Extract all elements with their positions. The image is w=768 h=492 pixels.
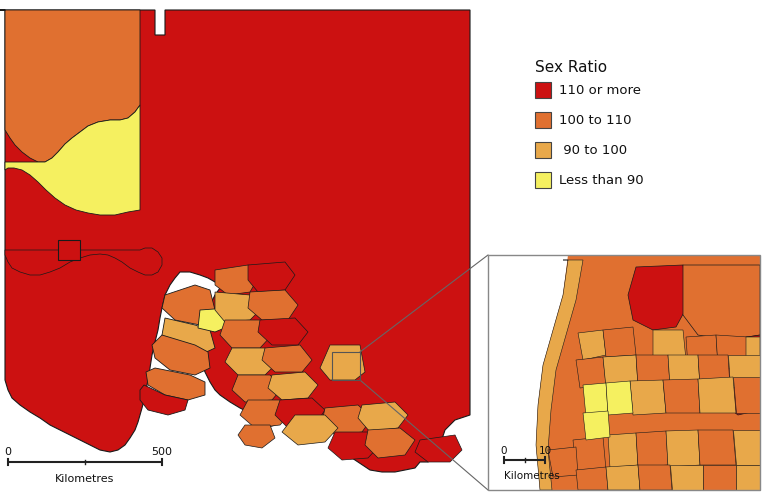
Polygon shape xyxy=(215,292,262,322)
Polygon shape xyxy=(603,327,636,357)
Polygon shape xyxy=(716,335,760,415)
Polygon shape xyxy=(240,400,292,428)
Polygon shape xyxy=(58,240,80,260)
Polygon shape xyxy=(628,265,688,330)
Polygon shape xyxy=(583,411,610,440)
Polygon shape xyxy=(365,428,415,458)
Polygon shape xyxy=(198,308,232,332)
Polygon shape xyxy=(0,10,470,472)
Polygon shape xyxy=(716,335,748,370)
Polygon shape xyxy=(5,105,140,215)
Text: Less than 90: Less than 90 xyxy=(559,174,644,186)
Polygon shape xyxy=(262,345,312,372)
Polygon shape xyxy=(536,260,583,490)
Polygon shape xyxy=(225,348,278,375)
Polygon shape xyxy=(698,377,736,413)
Text: Sex Ratio: Sex Ratio xyxy=(535,60,607,75)
Polygon shape xyxy=(152,335,210,375)
Polygon shape xyxy=(238,425,275,448)
Polygon shape xyxy=(162,285,215,325)
Polygon shape xyxy=(606,465,640,490)
Polygon shape xyxy=(5,248,162,275)
Polygon shape xyxy=(728,355,760,387)
Text: 0: 0 xyxy=(5,447,12,457)
Polygon shape xyxy=(320,345,365,380)
Polygon shape xyxy=(268,372,318,400)
Polygon shape xyxy=(573,437,606,473)
Polygon shape xyxy=(630,380,666,415)
Polygon shape xyxy=(488,255,568,490)
Bar xyxy=(535,172,551,188)
Text: 10: 10 xyxy=(538,446,551,456)
Polygon shape xyxy=(636,355,670,387)
Polygon shape xyxy=(415,435,462,462)
Polygon shape xyxy=(670,465,703,490)
Polygon shape xyxy=(733,430,760,465)
Polygon shape xyxy=(698,430,736,465)
Bar xyxy=(535,142,551,158)
Polygon shape xyxy=(683,265,760,340)
Polygon shape xyxy=(146,368,205,400)
Polygon shape xyxy=(322,405,372,435)
Polygon shape xyxy=(603,355,638,388)
Bar xyxy=(535,112,551,128)
Polygon shape xyxy=(746,337,760,373)
Polygon shape xyxy=(736,465,760,490)
Bar xyxy=(535,82,551,98)
Polygon shape xyxy=(636,431,668,467)
Polygon shape xyxy=(666,430,700,467)
Polygon shape xyxy=(275,398,325,428)
Polygon shape xyxy=(248,290,298,320)
Polygon shape xyxy=(215,265,258,295)
Polygon shape xyxy=(258,318,308,345)
Text: 0: 0 xyxy=(501,446,507,456)
Text: 90 to 100: 90 to 100 xyxy=(559,144,627,156)
Polygon shape xyxy=(668,355,700,387)
Polygon shape xyxy=(733,377,760,413)
Polygon shape xyxy=(358,402,408,432)
Polygon shape xyxy=(220,320,272,348)
Text: 500: 500 xyxy=(151,447,173,457)
Polygon shape xyxy=(608,433,638,468)
Polygon shape xyxy=(583,383,608,417)
Polygon shape xyxy=(663,379,700,413)
Polygon shape xyxy=(606,381,633,415)
Text: 100 to 110: 100 to 110 xyxy=(559,114,631,126)
Polygon shape xyxy=(282,415,338,445)
Polygon shape xyxy=(232,375,282,402)
Text: 110 or more: 110 or more xyxy=(559,84,641,96)
Polygon shape xyxy=(576,357,606,388)
Polygon shape xyxy=(548,447,578,477)
Polygon shape xyxy=(578,330,606,360)
Polygon shape xyxy=(248,262,295,292)
Polygon shape xyxy=(703,465,736,490)
Polygon shape xyxy=(328,432,380,460)
Polygon shape xyxy=(698,355,730,387)
Polygon shape xyxy=(488,255,760,490)
Polygon shape xyxy=(653,330,686,363)
Polygon shape xyxy=(140,385,188,415)
Text: Kilometres: Kilometres xyxy=(55,474,114,484)
Polygon shape xyxy=(0,10,140,162)
Polygon shape xyxy=(162,318,215,355)
Polygon shape xyxy=(576,467,608,490)
Polygon shape xyxy=(686,335,718,367)
Text: Kilometres: Kilometres xyxy=(504,471,560,481)
Polygon shape xyxy=(638,465,672,490)
